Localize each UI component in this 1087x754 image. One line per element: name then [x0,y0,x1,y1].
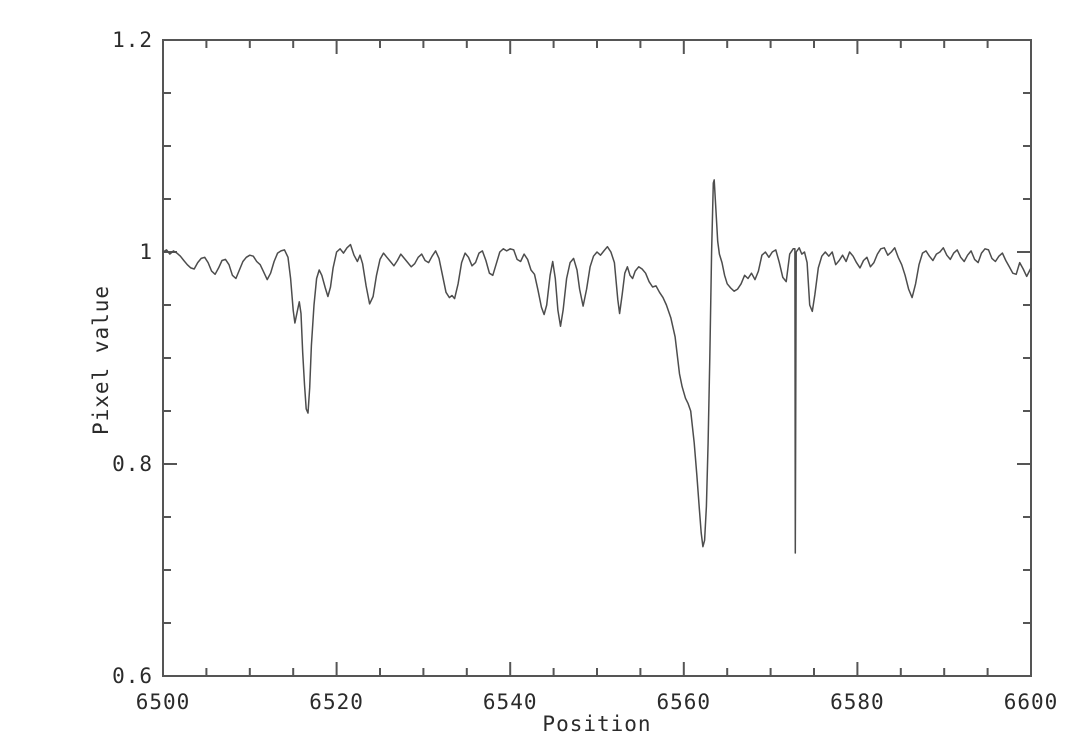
x-tick-label: 6500 [136,690,191,714]
x-tick-label: 6560 [657,690,712,714]
x-tick-label: 6520 [309,690,364,714]
plot-border [162,39,1032,677]
y-tick-label: 0.8 [112,452,153,476]
x-tick-label: 6580 [830,690,885,714]
y-tick-label: 0.6 [112,664,153,688]
spectrum-line [162,179,1032,554]
tick-labels: 6500 6520 6540 6560 6580 6600 0.6 0.8 1 1.2 [112,28,1059,714]
x-tick-label: 6600 [1004,690,1059,714]
y-tick-label: 1.2 [112,28,153,52]
y-axis-title: Pixel value [89,284,113,436]
tick-marks [162,39,1032,677]
x-tick-label: 6540 [483,690,538,714]
x-axis-title: Position [542,712,652,736]
y-tick-label: 1 [139,240,153,264]
